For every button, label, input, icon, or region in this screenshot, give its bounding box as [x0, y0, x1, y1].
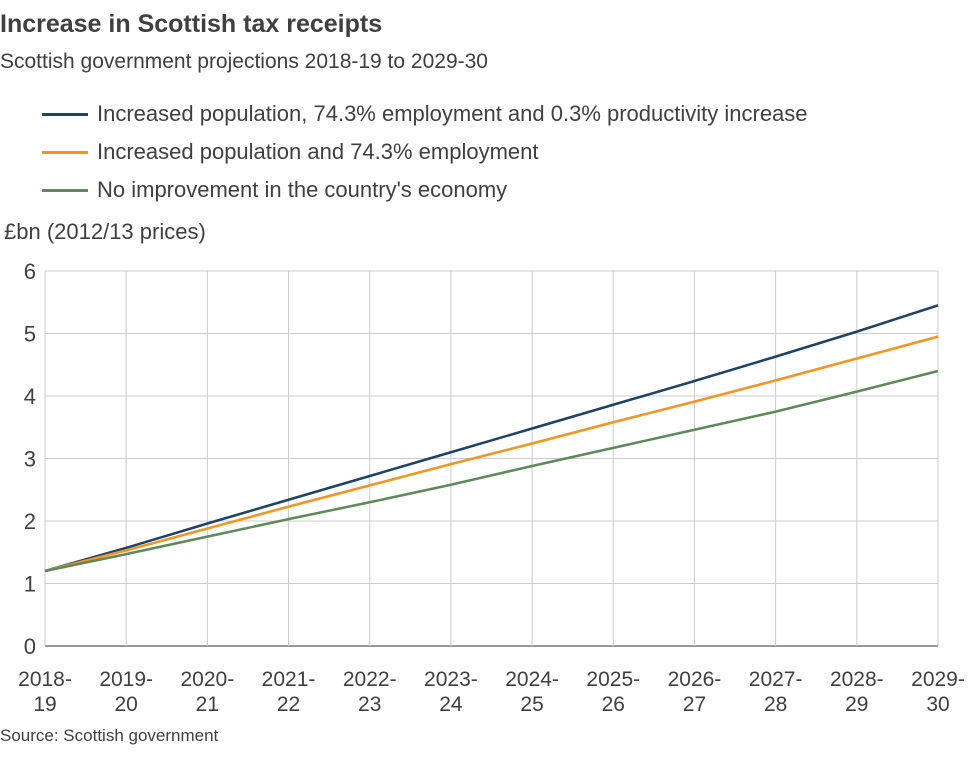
- x-tick-label: 2020-: [181, 668, 235, 691]
- x-tick-label: 19: [33, 693, 56, 716]
- y-axis-label: £bn (2012/13 prices): [4, 219, 206, 244]
- x-tick-label: 22: [277, 693, 300, 716]
- x-tick-label: 24: [439, 693, 463, 716]
- x-tick-label: 26: [602, 693, 625, 716]
- x-tick-label: 27: [683, 693, 706, 716]
- legend-label: Increased population, 74.3% employment a…: [97, 101, 808, 126]
- x-tick-label: 29: [845, 693, 868, 716]
- chart-title: Increase in Scottish tax receipts: [0, 10, 383, 38]
- x-tick-label: 2027-: [749, 668, 803, 691]
- source-note: Source: Scottish government: [0, 726, 219, 745]
- y-tick-label: 2: [24, 509, 36, 534]
- legend-label: No improvement in the country's economy: [97, 177, 508, 202]
- x-tick-label: 2026-: [668, 668, 722, 691]
- chart-subtitle: Scottish government projections 2018-19 …: [0, 50, 488, 73]
- x-tick-label: 2029-: [911, 668, 965, 691]
- legend: Increased population, 74.3% employment a…: [42, 95, 808, 209]
- x-tick-label: 2025-: [586, 668, 640, 691]
- series-line-1: [44, 335, 939, 573]
- legend-item-employment: Increased population and 74.3% employmen…: [42, 133, 808, 171]
- x-tick-label: 2023-: [424, 668, 478, 691]
- x-tick-label: 25: [520, 693, 543, 716]
- y-tick-label: 5: [24, 322, 36, 347]
- x-tick-label: 2021-: [262, 668, 316, 691]
- legend-swatch: [42, 150, 88, 154]
- legend-swatch: [42, 112, 88, 116]
- y-tick-label: 4: [24, 384, 36, 409]
- x-tick-label: 2022-: [343, 668, 397, 691]
- y-tick-label: 1: [24, 572, 36, 597]
- legend-item-productivity: Increased population, 74.3% employment a…: [42, 95, 808, 133]
- y-tick-label: 0: [24, 634, 36, 659]
- x-tick-label: 2028-: [830, 668, 884, 691]
- series-line-0: [44, 304, 939, 573]
- legend-swatch: [42, 188, 88, 192]
- x-tick-label: 2018-: [18, 668, 72, 691]
- x-tick-label: 30: [926, 693, 949, 716]
- x-tick-label: 2024-: [505, 668, 559, 691]
- y-tick-label: 3: [24, 447, 36, 472]
- x-tick-label: 28: [764, 693, 787, 716]
- x-tick-label: 21: [196, 693, 219, 716]
- y-tick-label: 6: [24, 259, 36, 284]
- x-tick-label: 2019-: [99, 668, 153, 691]
- legend-label: Increased population and 74.3% employmen…: [97, 139, 539, 164]
- x-tick-label: 20: [115, 693, 138, 716]
- legend-item-no-improvement: No improvement in the country's economy: [42, 171, 808, 209]
- x-tick-label: 23: [358, 693, 381, 716]
- series-line-2: [44, 369, 939, 573]
